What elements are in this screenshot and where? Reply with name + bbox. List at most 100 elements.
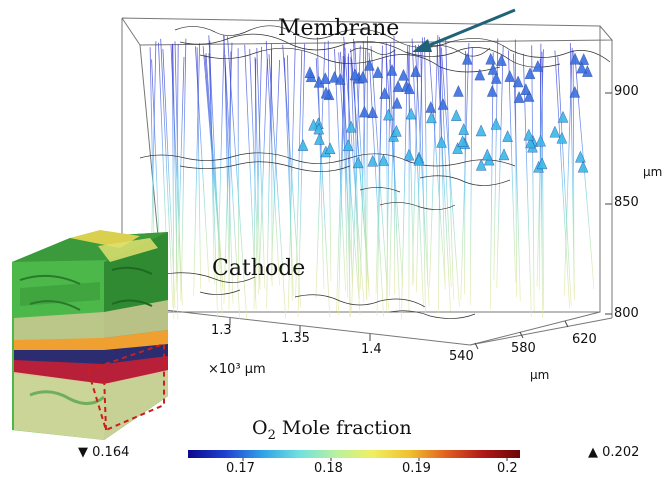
streamline xyxy=(429,35,439,288)
colorbar-tick-019: 0.19 xyxy=(402,461,431,476)
velocity-cone xyxy=(452,142,463,154)
velocity-cone xyxy=(324,142,336,155)
velocity-cone xyxy=(513,91,525,103)
velocity-cone xyxy=(556,131,568,144)
velocity-cone xyxy=(342,139,354,152)
streamline xyxy=(439,38,452,287)
velocity-cone xyxy=(549,125,561,138)
streamline xyxy=(460,42,470,300)
streamline xyxy=(256,47,266,289)
streamline xyxy=(266,49,272,309)
streamline xyxy=(172,43,175,320)
streamline xyxy=(347,56,353,284)
velocity-cone xyxy=(359,105,370,118)
streamline xyxy=(389,49,396,296)
velocity-cone xyxy=(535,134,546,147)
colorbar-title-subscript: 2 xyxy=(267,427,276,443)
streamline xyxy=(224,54,234,304)
x-tick-1: 1.3 xyxy=(211,323,232,338)
streamline xyxy=(428,44,446,284)
streamline xyxy=(513,53,521,302)
velocity-cone xyxy=(319,72,331,84)
velocity-cone xyxy=(364,58,375,71)
z-axis xyxy=(605,92,612,315)
z-unit-label: μm xyxy=(643,165,663,179)
velocity-cone xyxy=(532,60,544,72)
membrane-label: Membrane xyxy=(278,16,400,41)
streamline xyxy=(572,50,575,294)
velocity-cone xyxy=(426,111,437,124)
colorbar-tick-02: 0.2 xyxy=(497,461,518,476)
velocity-cone xyxy=(578,53,590,65)
streamline xyxy=(522,53,532,317)
streamline xyxy=(265,40,280,286)
velocity-cone xyxy=(458,123,470,135)
min-marker: ▼ 0.164 xyxy=(78,445,129,460)
streamline xyxy=(175,43,179,292)
velocity-cone xyxy=(502,130,513,142)
streamline xyxy=(336,48,346,312)
velocity-cone xyxy=(386,64,398,76)
velocity-cone xyxy=(490,117,502,130)
velocity-cone xyxy=(297,139,309,151)
colorbar-title: O2 Mole fraction xyxy=(252,417,412,443)
streamline xyxy=(208,35,223,315)
velocity-cone xyxy=(391,124,402,137)
velocity-cone xyxy=(313,122,325,135)
velocity-cone xyxy=(475,158,487,171)
velocity-cone xyxy=(576,61,588,74)
streamline xyxy=(205,53,223,282)
velocity-cone xyxy=(504,70,516,82)
streamline xyxy=(160,38,174,308)
velocity-cone xyxy=(405,107,417,120)
velocity-cone xyxy=(379,87,391,99)
velocity-cone xyxy=(496,54,507,66)
velocity-cone xyxy=(490,72,502,84)
velocity-cone xyxy=(524,67,536,80)
velocity-cone xyxy=(352,156,364,169)
velocity-cone xyxy=(436,135,447,148)
velocity-cone xyxy=(450,109,462,121)
x-axis xyxy=(229,318,371,341)
streamline xyxy=(228,51,232,310)
velocity-cone xyxy=(357,70,369,83)
colorbar-title-o: O xyxy=(252,417,268,439)
streamline xyxy=(315,58,331,318)
z-tick-900: 900 xyxy=(614,84,639,99)
streamline xyxy=(224,59,230,290)
velocity-cone xyxy=(523,90,535,102)
streamline xyxy=(436,44,451,312)
velocity-cone xyxy=(403,148,415,161)
velocity-cone xyxy=(520,83,532,95)
velocity-cone xyxy=(498,148,510,161)
streamline xyxy=(287,55,293,301)
velocity-cone xyxy=(575,150,586,163)
velocity-cone xyxy=(378,154,389,166)
velocity-cone xyxy=(410,65,422,77)
max-value: 0.202 xyxy=(602,445,640,460)
streamline xyxy=(407,51,415,284)
velocity-cone xyxy=(485,52,497,65)
velocity-cone xyxy=(453,85,464,97)
velocity-cone xyxy=(398,68,409,81)
streamline xyxy=(514,39,517,297)
velocity-cone xyxy=(569,85,581,98)
velocity-cone xyxy=(457,135,468,147)
velocity-cone xyxy=(367,106,379,118)
streamline xyxy=(181,38,187,294)
y-axis xyxy=(474,320,569,350)
y-tick-620: 620 xyxy=(572,332,597,347)
velocity-cone xyxy=(413,153,425,166)
streamline xyxy=(438,56,441,314)
streamline xyxy=(368,52,384,317)
streamline xyxy=(343,36,365,303)
streamline xyxy=(249,49,260,285)
streamline xyxy=(541,51,544,310)
velocity-cone xyxy=(308,118,319,131)
min-marker-glyph: ▼ xyxy=(78,445,88,460)
streamline xyxy=(195,46,210,283)
velocity-cone xyxy=(475,124,487,137)
min-value: 0.164 xyxy=(92,445,130,460)
streamline xyxy=(208,53,218,319)
